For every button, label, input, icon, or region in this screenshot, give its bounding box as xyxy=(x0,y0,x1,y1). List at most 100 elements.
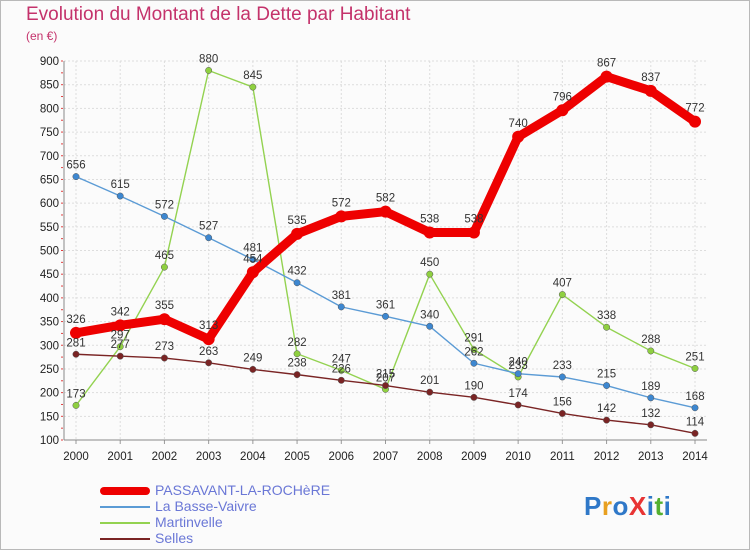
x-tick-label: 2014 xyxy=(682,451,708,463)
data-point xyxy=(556,104,569,117)
x-tick-label: 2001 xyxy=(107,451,133,463)
data-label: 572 xyxy=(332,197,351,209)
legend-label: Martinvelle xyxy=(155,514,223,530)
data-point xyxy=(160,354,168,362)
data-point xyxy=(72,173,80,181)
data-point xyxy=(689,115,701,128)
data-point xyxy=(293,371,301,379)
data-label: 772 xyxy=(685,103,704,115)
data-label: 233 xyxy=(553,360,572,372)
data-label: 215 xyxy=(376,369,395,381)
data-point xyxy=(467,226,480,239)
data-label: 355 xyxy=(155,300,174,312)
data-point xyxy=(160,263,168,271)
data-point xyxy=(337,303,345,311)
data-point xyxy=(160,212,168,220)
data-label: 249 xyxy=(243,352,262,364)
x-tick-label: 2002 xyxy=(152,451,178,463)
y-tick-label: 850 xyxy=(40,80,59,92)
data-point xyxy=(114,319,127,332)
y-tick-label: 350 xyxy=(40,317,59,329)
data-label: 201 xyxy=(420,375,439,387)
y-tick-label: 200 xyxy=(40,388,59,400)
data-label: 114 xyxy=(686,416,705,428)
y-tick-label: 550 xyxy=(40,222,59,234)
data-point xyxy=(291,227,304,240)
legend-label: La Basse-Vaivre xyxy=(155,498,257,514)
data-label: 190 xyxy=(464,380,483,392)
data-label: 538 xyxy=(420,213,439,225)
data-label: 615 xyxy=(111,179,130,191)
legend-swatch xyxy=(100,506,150,508)
data-point xyxy=(205,67,213,74)
unit-label: (en €) xyxy=(26,29,58,43)
data-point xyxy=(379,205,392,218)
data-label: 215 xyxy=(597,369,616,381)
data-point xyxy=(470,393,478,401)
y-tick-label: 900 xyxy=(40,56,59,68)
chart-title: Evolution du Montant de la Dette par Hab… xyxy=(26,4,411,25)
data-point xyxy=(691,365,699,372)
data-label: 527 xyxy=(199,221,218,233)
y-tick-label: 700 xyxy=(40,151,59,163)
legend-swatch xyxy=(100,538,150,540)
data-label: 132 xyxy=(641,408,660,420)
x-tick-label: 2009 xyxy=(461,451,487,463)
data-point xyxy=(470,359,478,367)
data-label: 338 xyxy=(597,310,616,322)
data-label: 361 xyxy=(376,299,395,311)
x-tick-label: 2013 xyxy=(638,451,664,463)
data-label: 454 xyxy=(243,253,263,265)
data-label: 226 xyxy=(332,363,351,375)
data-label: 277 xyxy=(111,339,130,351)
data-point xyxy=(116,352,124,360)
data-label: 313 xyxy=(199,320,218,332)
data-label: 867 xyxy=(597,58,616,70)
x-tick-label: 2006 xyxy=(328,451,354,463)
y-tick-label: 250 xyxy=(40,364,59,376)
legend-item-martinvelle: Martinvelle xyxy=(100,514,420,531)
data-label: 207 xyxy=(376,372,395,384)
brand-letter: i xyxy=(663,491,672,521)
brand-letter: t xyxy=(654,491,664,521)
data-point xyxy=(647,347,655,355)
data-point xyxy=(337,366,345,374)
y-tick-label: 800 xyxy=(40,103,59,115)
data-label: 796 xyxy=(553,91,572,103)
data-label: 233 xyxy=(509,360,528,372)
data-point xyxy=(116,192,124,200)
data-label: 173 xyxy=(66,388,85,400)
line-chart: 100 150 200 250 300 350 400 450 500 550 600 650 700 7… xyxy=(40,53,709,463)
data-label: 251 xyxy=(685,351,704,363)
y-tick-label: 600 xyxy=(40,198,59,210)
data-point xyxy=(423,226,436,239)
data-label: 538 xyxy=(464,213,483,225)
data-label: 297 xyxy=(111,330,130,342)
y-tick-label: 100 xyxy=(40,435,59,447)
data-point xyxy=(205,234,213,242)
brand-logo: ProXiti xyxy=(584,491,671,522)
data-point xyxy=(202,333,215,346)
data-label: 291 xyxy=(464,333,483,345)
data-point xyxy=(72,350,80,358)
data-point xyxy=(426,270,434,278)
axes: 100 150 200 250 300 350 400 450 500 550 600 650 700 7… xyxy=(40,56,709,463)
brand-letter: P xyxy=(584,491,602,521)
data-point xyxy=(335,210,348,223)
data-label: 342 xyxy=(111,306,130,318)
data-point xyxy=(470,346,478,353)
data-point xyxy=(647,421,655,429)
series-layer xyxy=(70,67,701,437)
data-label: 450 xyxy=(420,257,439,269)
data-label: 240 xyxy=(509,357,528,369)
grid xyxy=(64,60,707,441)
x-tick-label: 2007 xyxy=(373,451,399,463)
data-point xyxy=(603,416,611,424)
data-label: 273 xyxy=(155,341,174,353)
data-point xyxy=(514,401,522,409)
brand-letter: r xyxy=(601,491,613,521)
data-point xyxy=(558,410,566,417)
legend: PASSAVANT-LA-ROCHèRE La Basse-Vaivre Mar… xyxy=(100,482,420,547)
data-label: 465 xyxy=(155,250,174,262)
y-tick-label: 300 xyxy=(40,340,59,352)
